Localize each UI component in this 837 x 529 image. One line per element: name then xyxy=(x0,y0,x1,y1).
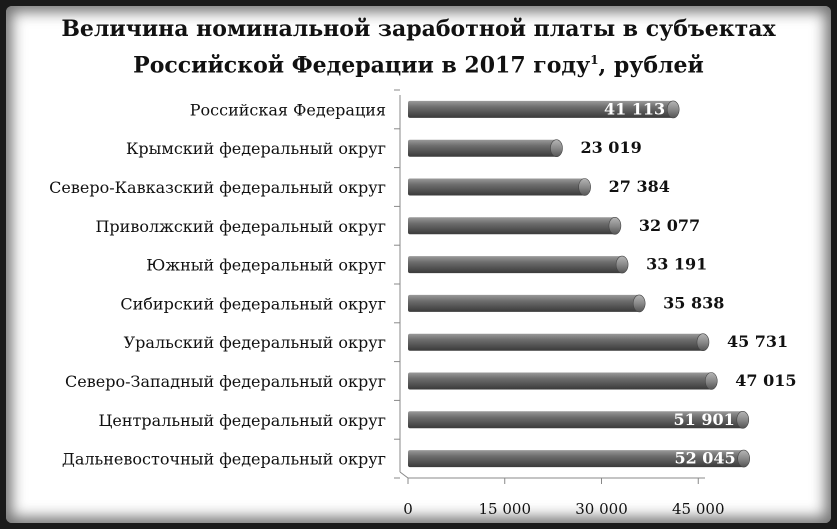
bar-cap xyxy=(578,178,591,196)
category-label: Северо-Западный федеральный округ xyxy=(65,372,386,391)
bar-cap xyxy=(615,255,629,274)
x-tick-label: 30 000 xyxy=(575,500,628,518)
category-label: Северо-Кавказский федеральный округ xyxy=(49,178,386,197)
value-label: 51 901 xyxy=(674,410,735,429)
x-tick-label: 45 000 xyxy=(672,500,725,518)
bar-cap xyxy=(704,372,718,390)
bar-cap xyxy=(736,410,750,429)
value-label: 23 019 xyxy=(580,138,641,157)
bar-cap xyxy=(666,100,680,119)
chart-title-line1: Величина номинальной заработной платы в … xyxy=(61,16,776,42)
bar xyxy=(408,294,640,312)
bar-cap xyxy=(737,449,750,468)
bar xyxy=(408,178,585,196)
bar xyxy=(408,333,703,351)
bar xyxy=(408,217,615,235)
x-tick-label: 0 xyxy=(403,500,413,518)
category-label: Приволжский федеральный округ xyxy=(95,217,386,236)
bar-cap xyxy=(632,294,646,313)
bar xyxy=(408,100,674,118)
bar-cap xyxy=(550,139,563,157)
chart-title-suffix: , рублей xyxy=(598,52,704,79)
value-label: 45 731 xyxy=(727,332,788,351)
category-label: Сибирский федеральный округ xyxy=(120,294,386,313)
value-label: 27 384 xyxy=(609,177,670,196)
category-label: Российская Федерация xyxy=(190,100,386,119)
x-tick-label: 15 000 xyxy=(479,500,532,518)
bar xyxy=(408,450,744,468)
value-label: 33 191 xyxy=(646,255,707,274)
value-label: 41 113 xyxy=(604,99,665,118)
value-label: 47 015 xyxy=(735,371,796,390)
bar-cap xyxy=(696,333,710,352)
category-label: Дальневосточный федеральный округ xyxy=(62,450,386,469)
value-label: 32 077 xyxy=(639,216,700,235)
chart-title-line2-text: Российской Федерации в 2017 году xyxy=(133,52,591,79)
bar xyxy=(408,372,712,390)
chart-title: Величина номинальной заработной платы в … xyxy=(0,14,837,81)
y-axis-foot xyxy=(399,471,409,479)
category-label: Крымский федеральный округ xyxy=(126,139,386,158)
chart-title-line2: Российской Федерации в 2017 году1, рубле… xyxy=(0,45,837,81)
category-label: Южный федеральный округ xyxy=(146,256,386,275)
value-label: 35 838 xyxy=(663,293,724,312)
value-label: 52 045 xyxy=(674,449,735,468)
chart-title-footnote: 1 xyxy=(590,53,599,67)
bar xyxy=(408,411,743,429)
category-label: Уральский федеральный округ xyxy=(124,333,386,352)
bar-cap xyxy=(608,217,622,235)
bar xyxy=(408,256,623,274)
category-label: Центральный федеральный округ xyxy=(98,411,386,430)
bar xyxy=(408,139,557,157)
